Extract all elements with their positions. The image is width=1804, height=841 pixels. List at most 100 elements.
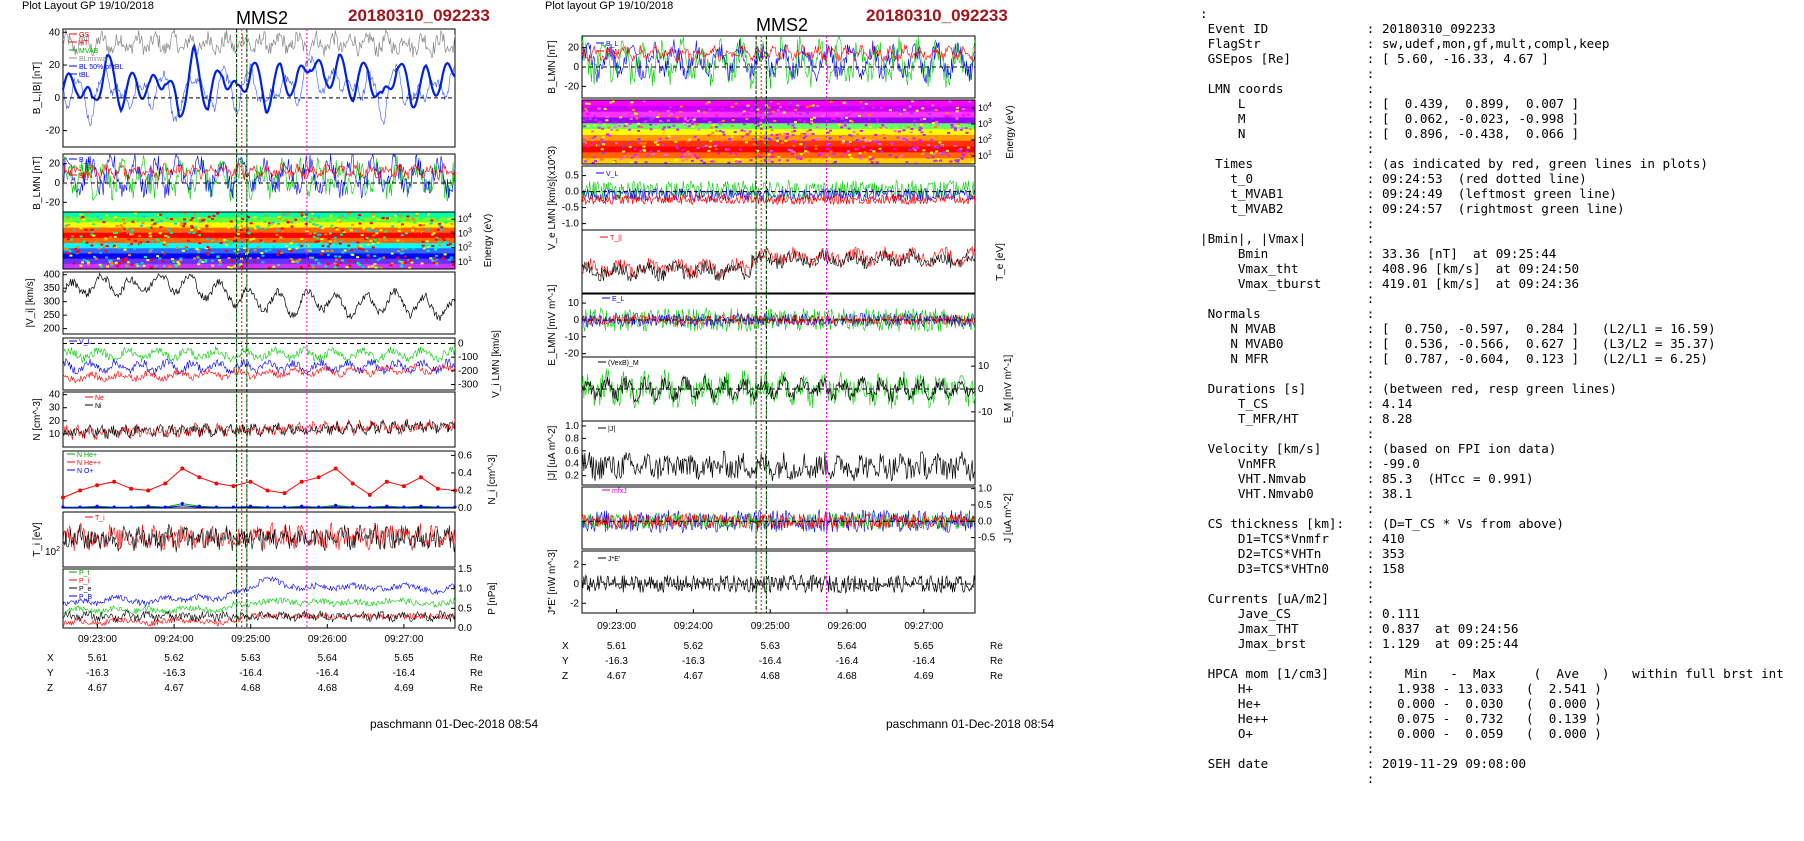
spectrogram-pixel <box>140 261 144 264</box>
spectrogram-pixel <box>892 143 896 146</box>
spectrogram-pixel <box>907 102 911 105</box>
spectrogram-pixel <box>898 156 902 159</box>
spectrogram-pixel <box>327 245 331 248</box>
spectrogram-pixel <box>348 248 352 251</box>
panel-frame <box>62 391 456 448</box>
spectrogram-pixel <box>338 220 342 223</box>
spectrogram-pixel <box>143 223 147 226</box>
spectrogram-pixel <box>843 124 847 127</box>
summary-line: t_MVAB1 : 09:24:49 (leftmost green line) <box>1200 186 1618 201</box>
spectrogram-pixel <box>341 251 345 254</box>
spectrogram-pixel <box>350 232 354 235</box>
spectrogram-pixel <box>105 256 109 259</box>
spectrogram-pixel <box>613 125 617 128</box>
spectrogram-pixel <box>236 237 240 240</box>
spectrogram-pixel <box>914 146 918 149</box>
position-value: 5.65 <box>914 641 934 652</box>
x-tick-label: 09:25:00 <box>751 621 790 632</box>
spectrogram-pixel <box>708 145 712 148</box>
spectrogram-pixel <box>600 148 604 151</box>
legend-label: E_L <box>612 296 625 303</box>
spectrogram-pixel <box>700 159 704 162</box>
spectrogram-pixel <box>173 222 177 225</box>
spectrogram-pixel <box>443 253 447 256</box>
spectrogram-pixel <box>773 119 777 122</box>
spectrogram-pixel <box>926 156 930 159</box>
spectrogram-pixel <box>852 131 856 134</box>
spectrogram-pixel <box>300 237 304 240</box>
summary-line: : <box>1200 741 1375 756</box>
spectrogram-pixel <box>432 261 436 264</box>
y-tick-label: 0.2 <box>565 471 579 482</box>
spectrogram-pixel <box>365 249 369 252</box>
spectrogram-pixel <box>933 145 937 148</box>
spectrogram-pixel <box>745 133 749 136</box>
spectrogram-pixel <box>871 106 875 109</box>
legend-label: P_i <box>79 578 90 585</box>
spectrogram-pixel <box>965 102 969 105</box>
spectrogram-pixel <box>120 226 124 229</box>
spectrogram-pixel <box>837 123 841 126</box>
spectrogram-pixel <box>398 226 402 229</box>
series-line <box>61 43 456 119</box>
spectrogram-pixel <box>422 247 426 250</box>
spectrogram-pixel <box>158 257 162 260</box>
spectrogram-pixel <box>81 261 85 264</box>
summary-line: Bmin : 33.36 [nT] at 09:25:44 <box>1200 246 1557 261</box>
spectrogram-pixel <box>741 135 745 138</box>
y-tick-label: -20 <box>565 349 580 360</box>
spectrogram-pixel <box>325 250 329 253</box>
summary-line: He+ : 0.000 - 0.030 ( 0.000 ) <box>1200 696 1602 711</box>
spectrogram-pixel <box>283 213 287 216</box>
spectrogram-pixel <box>414 214 418 217</box>
spectrogram-pixel <box>793 126 797 129</box>
spectrogram-pixel <box>618 124 622 127</box>
spectrogram-pixel <box>940 131 944 134</box>
spectrogram-pixel <box>609 101 613 104</box>
spectrogram-pixel <box>711 131 715 134</box>
spectrogram-pixel <box>92 255 96 258</box>
spectrogram-pixel <box>319 226 323 229</box>
spectrogram-pixel <box>335 228 339 231</box>
spectrogram-pixel <box>888 154 892 157</box>
spectrogram-pixel <box>794 108 798 111</box>
spectrogram-pixel <box>676 128 680 131</box>
spectrogram-pixel <box>770 155 774 158</box>
spectrogram-pixel <box>603 108 607 111</box>
spectrogram-pixel <box>844 121 848 124</box>
spectrogram-pixel <box>820 108 824 111</box>
spectrogram-pixel <box>82 258 86 261</box>
spectrogram-pixel <box>846 142 850 145</box>
spectrogram-pixel <box>833 160 837 163</box>
spectrogram-pixel <box>437 222 441 225</box>
x-tick-label: 09:27:00 <box>904 621 943 632</box>
panel-frame <box>581 99 976 165</box>
series-line <box>581 314 976 326</box>
spectrogram-pixel <box>177 262 181 265</box>
y-axis-label: E_M [mV m^-1] <box>1003 354 1014 423</box>
y-tick-label: 0 <box>978 384 984 395</box>
spectrogram-pixel <box>272 245 276 248</box>
spectrogram-pixel <box>234 225 238 228</box>
spectrogram-pixel <box>429 257 433 260</box>
spectrogram-pixel <box>210 259 214 262</box>
spectrogram-pixel <box>630 101 634 104</box>
spectrogram-pixel <box>356 245 360 248</box>
spectrogram-pixel <box>432 232 436 235</box>
spectrogram-pixel <box>945 149 949 152</box>
spectrogram-pixel <box>205 225 209 228</box>
spectrogram-pixel <box>940 144 944 147</box>
spectrogram-band <box>63 217 455 223</box>
spectrogram-pixel <box>167 228 171 231</box>
spectrogram-pixel <box>734 153 738 156</box>
spectrogram-pixel <box>804 150 808 153</box>
spectrogram-pixel <box>179 224 183 227</box>
spectrogram-pixel <box>333 239 337 242</box>
spectrogram-pixel <box>372 234 376 237</box>
y-tick-label: 0.2 <box>458 485 472 496</box>
spectrogram-pixel <box>351 253 355 256</box>
spectrogram-pixel <box>743 130 747 133</box>
spectrogram-pixel <box>874 133 878 136</box>
spectrogram-pixel <box>362 227 366 230</box>
series-line <box>62 576 456 608</box>
